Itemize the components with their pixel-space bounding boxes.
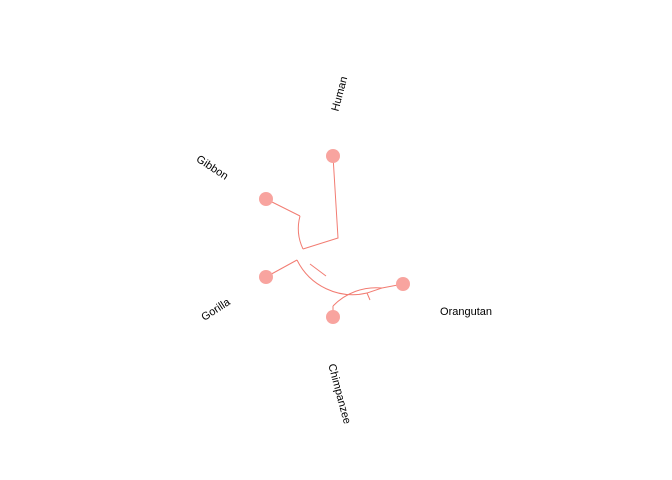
tip-point-gibbon <box>259 192 273 206</box>
tip-label-gorilla: Gorilla <box>199 296 233 324</box>
tip-point-chimpanzee <box>326 310 340 324</box>
tip-label-chimpanzee: Chimpanzee <box>325 363 353 426</box>
branch-stub <box>309 263 327 277</box>
branch-orangutan <box>366 283 404 301</box>
branch-arc-inner <box>297 215 304 250</box>
tip-label-orangutan: Orangutan <box>440 306 492 318</box>
tree-tips <box>259 149 410 324</box>
tree-labels: Human Gibbon Gorilla Chimpanzee Oranguta… <box>194 75 492 425</box>
tip-point-orangutan <box>396 277 410 291</box>
branch-arc-right <box>332 287 383 307</box>
branch-human <box>302 155 339 250</box>
tip-label-gibbon: Gibbon <box>194 153 230 182</box>
tree-branches <box>265 155 404 317</box>
tip-label-human: Human <box>330 75 351 112</box>
tip-point-human <box>326 149 340 163</box>
branch-arc-outer <box>296 259 368 296</box>
tip-point-gorilla <box>259 270 273 284</box>
